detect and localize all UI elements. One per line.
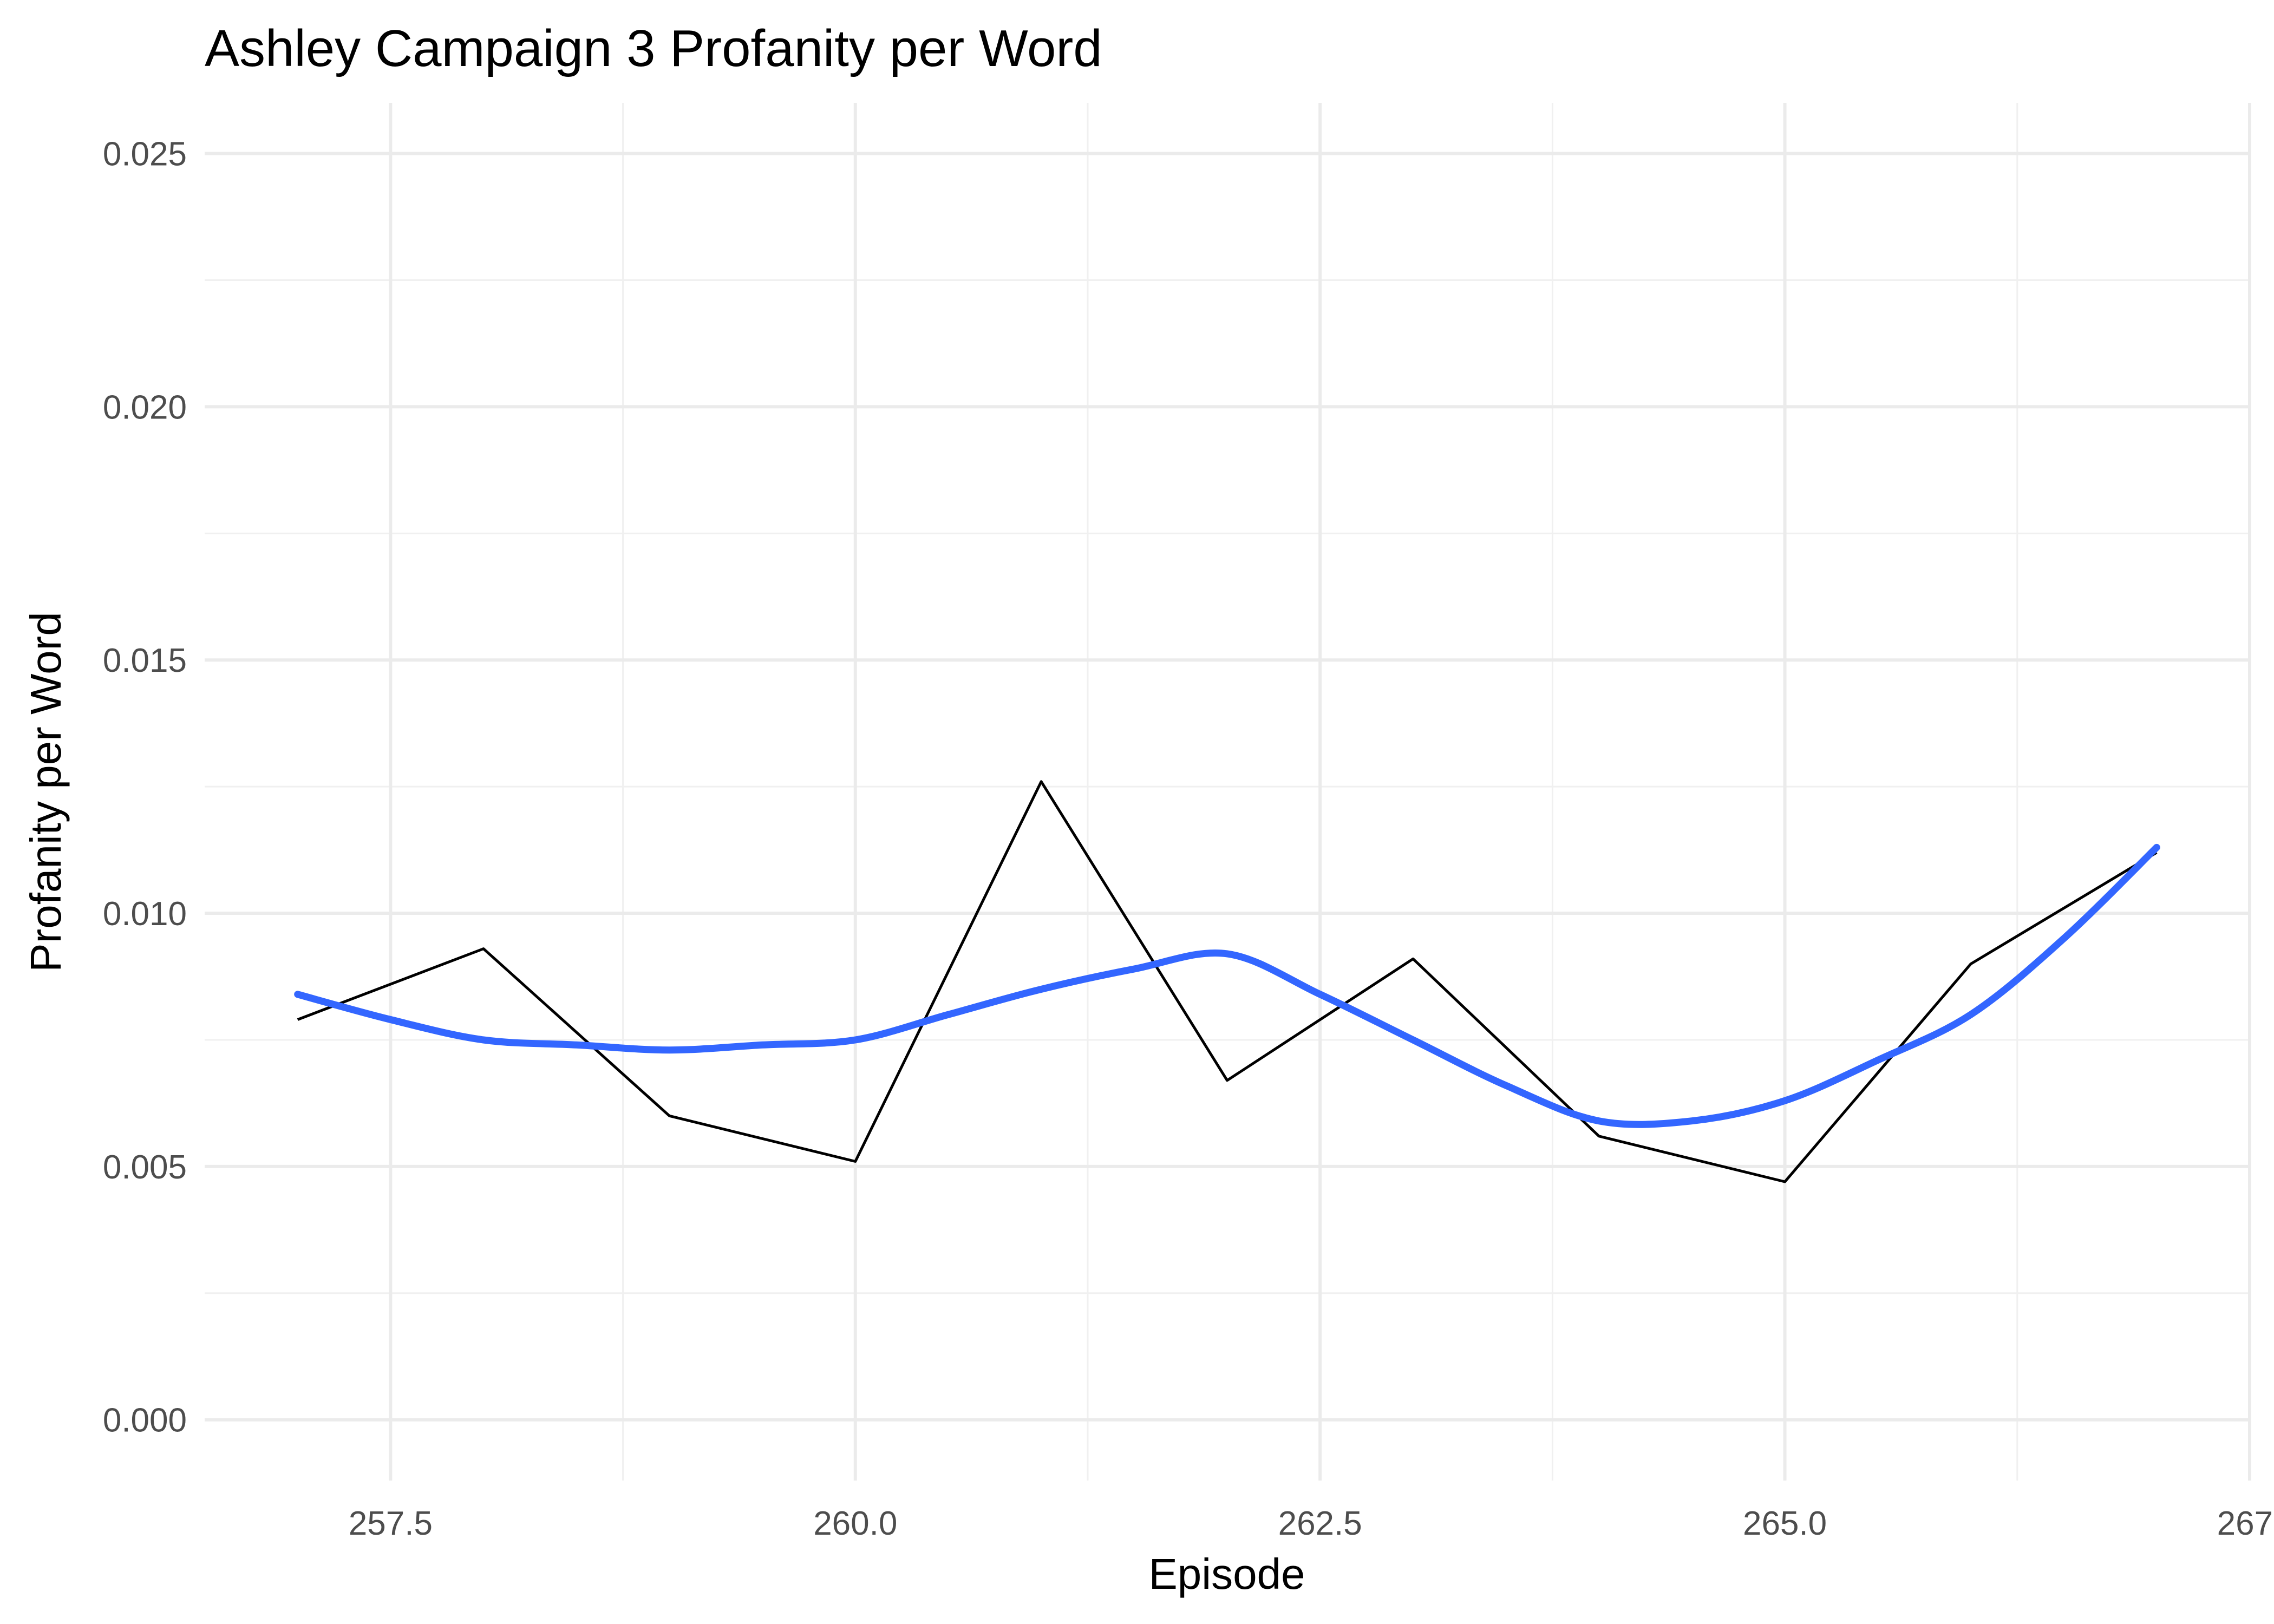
y-tick-label: 0.020	[103, 389, 187, 426]
data-line	[297, 780, 2158, 1183]
x-tick-label: 265.0	[1743, 1505, 1827, 1542]
x-axis-tick-labels: 257.5 260.0 262.5 265.0 267.	[349, 1505, 2274, 1542]
smoothed-trend-line	[294, 843, 2160, 1128]
y-tick-label: 0.010	[103, 895, 187, 933]
x-tick-label: 257.5	[349, 1505, 433, 1542]
major-gridlines-y	[205, 152, 2250, 1422]
y-axis-title: Profanity per Word	[22, 612, 70, 972]
x-axis-title: Episode	[1148, 1550, 1305, 1598]
minor-gridlines-x	[622, 103, 2018, 1481]
chart-title: Ashley Campaign 3 Profanity per Word	[205, 19, 1102, 77]
series-layer	[294, 780, 2160, 1183]
y-axis-tick-labels: 0.000 0.005 0.010 0.015 0.020 0.025	[103, 136, 187, 1439]
y-tick-label: 0.025	[103, 136, 187, 173]
x-tick-label: 267.	[2217, 1505, 2274, 1542]
y-tick-label: 0.015	[103, 642, 187, 679]
minor-gridlines-y	[205, 279, 2250, 1294]
x-tick-label: 262.5	[1278, 1505, 1362, 1542]
y-tick-label: 0.005	[103, 1149, 187, 1186]
x-tick-label: 260.0	[813, 1505, 897, 1542]
major-gridlines-x	[389, 103, 2251, 1481]
y-tick-label: 0.000	[103, 1402, 187, 1439]
